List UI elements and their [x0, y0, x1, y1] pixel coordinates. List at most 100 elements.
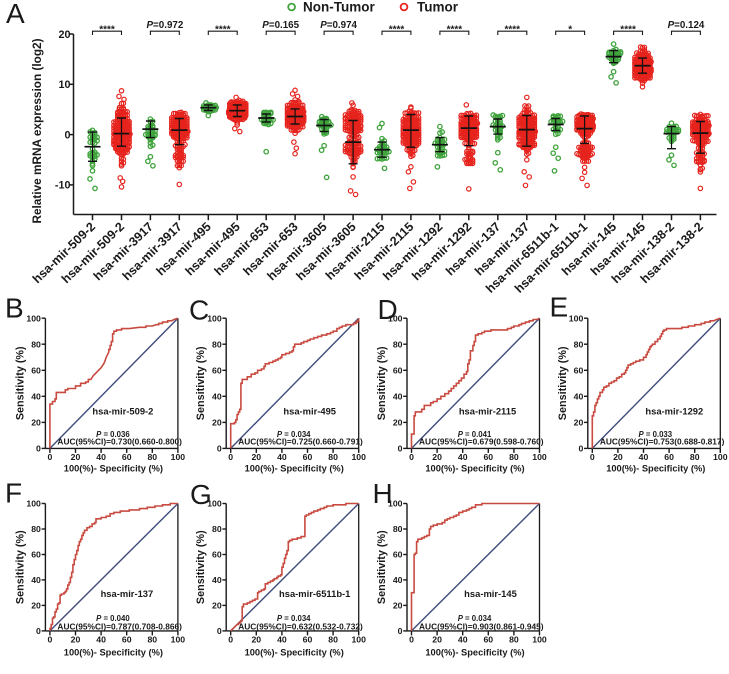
- svg-text:100: 100: [351, 635, 366, 645]
- svg-text:*: *: [568, 25, 572, 36]
- svg-text:40: 40: [458, 635, 468, 645]
- svg-text:P = 0.033: P = 0.033: [638, 430, 672, 439]
- svg-text:60: 60: [483, 452, 493, 462]
- svg-text:Sensitivity (%): Sensitivity (%): [557, 346, 569, 420]
- svg-text:40: 40: [639, 452, 649, 462]
- svg-text:80: 80: [147, 635, 157, 645]
- svg-text:P = 0.041: P = 0.041: [458, 430, 492, 439]
- svg-text:60: 60: [393, 365, 403, 375]
- svg-text:80: 80: [509, 635, 519, 645]
- svg-text:80: 80: [393, 524, 403, 534]
- svg-text:P=0.165: P=0.165: [262, 20, 299, 31]
- svg-text:F: F: [5, 478, 22, 509]
- svg-text:60: 60: [122, 635, 132, 645]
- svg-text:0: 0: [64, 129, 70, 141]
- svg-text:100: 100: [351, 452, 366, 462]
- svg-text:100: 100: [532, 635, 547, 645]
- svg-text:hsa-mir-137: hsa-mir-137: [101, 588, 154, 599]
- svg-text:100: 100: [207, 499, 222, 509]
- svg-text:0: 0: [409, 635, 414, 645]
- svg-text:0: 0: [578, 444, 583, 454]
- svg-text:100(%)- Specificity (%): 100(%)- Specificity (%): [425, 464, 524, 474]
- svg-text:20: 20: [212, 601, 222, 611]
- svg-text:40: 40: [574, 391, 584, 401]
- svg-text:60: 60: [574, 365, 584, 375]
- svg-text:60: 60: [31, 550, 41, 560]
- svg-text:60: 60: [122, 452, 132, 462]
- svg-text:20: 20: [58, 29, 70, 41]
- svg-text:20: 20: [432, 452, 442, 462]
- svg-text:40: 40: [31, 391, 41, 401]
- svg-text:80: 80: [690, 452, 700, 462]
- svg-text:60: 60: [664, 452, 674, 462]
- svg-text:80: 80: [574, 339, 584, 349]
- svg-text:40: 40: [31, 575, 41, 585]
- svg-text:60: 60: [303, 635, 313, 645]
- svg-text:AUC(95%CI)=0.753(0.688-0.817): AUC(95%CI)=0.753(0.688-0.817): [600, 437, 725, 447]
- svg-text:80: 80: [509, 452, 519, 462]
- svg-text:20: 20: [71, 635, 81, 645]
- svg-text:hsa-mir-509-2: hsa-mir-509-2: [92, 405, 153, 416]
- svg-text:100: 100: [26, 313, 41, 323]
- svg-text:20: 20: [393, 418, 403, 428]
- svg-text:A: A: [6, 0, 25, 29]
- svg-text:100: 100: [171, 452, 186, 462]
- svg-text:D: D: [378, 294, 398, 325]
- svg-text:80: 80: [212, 339, 222, 349]
- svg-text:100(%)- Specificity (%): 100(%)- Specificity (%): [64, 648, 163, 658]
- svg-text:****: ****: [389, 25, 405, 36]
- svg-text:20: 20: [393, 601, 403, 611]
- svg-text:AUC(95%CI)=0.632(0.532-0.732): AUC(95%CI)=0.632(0.532-0.732): [238, 621, 363, 631]
- svg-text:Sensitivity (%): Sensitivity (%): [376, 530, 388, 604]
- svg-text:100(%)- Specificity (%): 100(%)- Specificity (%): [64, 464, 163, 474]
- svg-text:20: 20: [251, 635, 261, 645]
- svg-text:100: 100: [713, 452, 728, 462]
- svg-text:B: B: [5, 293, 24, 324]
- svg-text:Sensitivity (%): Sensitivity (%): [14, 346, 26, 420]
- svg-text:0: 0: [398, 444, 403, 454]
- svg-text:E: E: [550, 292, 569, 323]
- svg-text:0: 0: [217, 444, 222, 454]
- svg-text:0: 0: [590, 452, 595, 462]
- svg-text:Non-Tumor: Non-Tumor: [303, 0, 375, 15]
- svg-text:80: 80: [31, 524, 41, 534]
- svg-text:100(%)- Specificity (%): 100(%)- Specificity (%): [606, 464, 705, 474]
- svg-text:0: 0: [409, 452, 414, 462]
- svg-text:0: 0: [36, 626, 41, 636]
- svg-text:80: 80: [393, 339, 403, 349]
- svg-text:P = 0.040: P = 0.040: [96, 614, 130, 623]
- svg-text:Sensitivity (%): Sensitivity (%): [376, 346, 388, 420]
- svg-text:Sensitivity (%): Sensitivity (%): [195, 346, 207, 420]
- svg-text:20: 20: [71, 452, 81, 462]
- svg-text:Relative mRNA expression (log2: Relative mRNA expression (log2): [30, 38, 44, 223]
- svg-text:AUC(95%CI)=0.903(0.861-0.945): AUC(95%CI)=0.903(0.861-0.945): [419, 621, 544, 631]
- svg-text:40: 40: [393, 391, 403, 401]
- svg-text:P = 0.034: P = 0.034: [458, 614, 492, 623]
- svg-text:0: 0: [228, 635, 233, 645]
- svg-text:Sensitivity (%): Sensitivity (%): [14, 530, 26, 604]
- svg-text:0: 0: [47, 452, 52, 462]
- svg-text:Sensitivity (%): Sensitivity (%): [195, 530, 207, 604]
- svg-text:10: 10: [58, 79, 70, 91]
- svg-text:P=0.972: P=0.972: [147, 20, 184, 31]
- svg-text:60: 60: [483, 635, 493, 645]
- svg-text:hsa-mir-6511b-1: hsa-mir-6511b-1: [279, 588, 350, 599]
- svg-text:80: 80: [31, 339, 41, 349]
- svg-text:P = 0.036: P = 0.036: [96, 430, 130, 439]
- svg-text:100: 100: [569, 313, 584, 323]
- svg-text:80: 80: [147, 452, 157, 462]
- svg-text:100: 100: [26, 499, 41, 509]
- svg-text:40: 40: [212, 391, 222, 401]
- svg-text:100: 100: [388, 499, 403, 509]
- svg-text:40: 40: [277, 635, 287, 645]
- svg-text:****: ****: [505, 25, 521, 36]
- svg-text:AUC(95%CI)=0.725(0.660-0.791): AUC(95%CI)=0.725(0.660-0.791): [238, 437, 363, 447]
- svg-text:60: 60: [212, 550, 222, 560]
- svg-text:20: 20: [574, 418, 584, 428]
- svg-text:100: 100: [532, 452, 547, 462]
- svg-text:20: 20: [31, 601, 41, 611]
- svg-text:100(%)- Specificity (%): 100(%)- Specificity (%): [425, 648, 524, 658]
- svg-text:H: H: [373, 478, 393, 509]
- svg-text:P = 0.034: P = 0.034: [277, 430, 311, 439]
- svg-text:60: 60: [212, 365, 222, 375]
